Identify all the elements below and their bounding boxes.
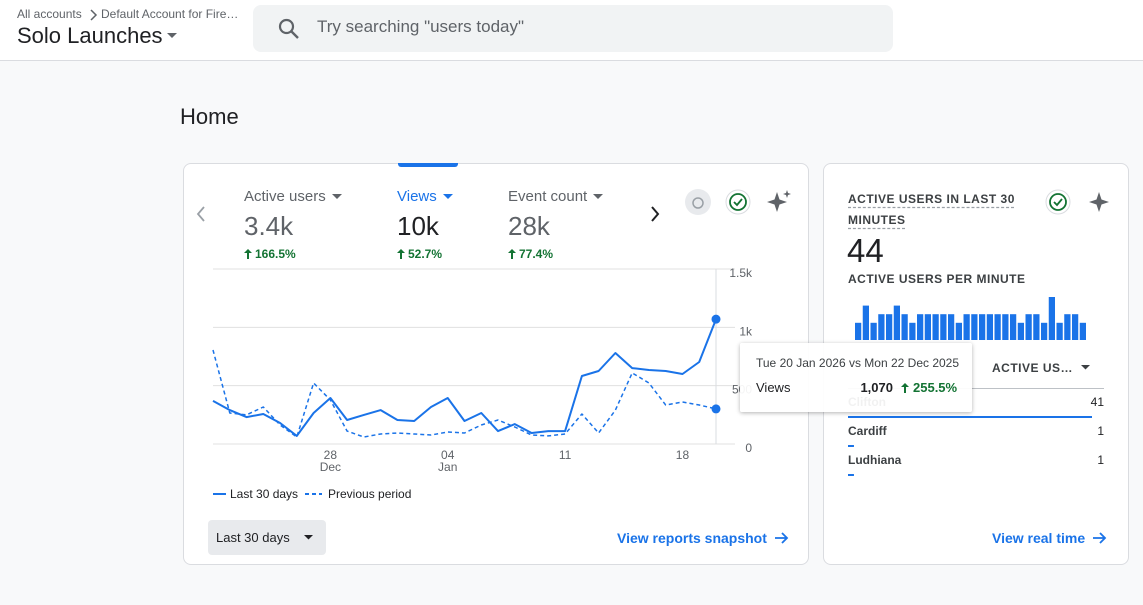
table-header[interactable]: ACTIVE US… (992, 361, 1091, 375)
selected-metric-indicator (398, 163, 458, 167)
metric-change: 166.5% (244, 247, 342, 261)
search-placeholder: Try searching "users today" (317, 17, 525, 36)
prev-metrics-button[interactable] (195, 205, 207, 223)
realtime-icons (1045, 189, 1109, 215)
metric[interactable]: Views 10k 52.7% (397, 188, 453, 261)
check (733, 198, 743, 207)
sparkle-icon[interactable] (1089, 192, 1109, 212)
metric-value: 3.4k (244, 211, 294, 241)
insight-badge[interactable] (685, 189, 711, 215)
column-header: ACTIVE US… (992, 361, 1074, 375)
view-realtime-link[interactable]: View real time (992, 530, 1107, 546)
metric-name: Views (397, 188, 453, 205)
link-label: View reports snapshot (617, 530, 767, 546)
up-arrow (397, 249, 405, 259)
city-name: Ludhiana (848, 453, 902, 467)
breadcrumb-account[interactable]: Default Account for Fire… (101, 7, 239, 21)
realtime-subtitle: ACTIVE USERS PER MINUTE (848, 272, 1026, 286)
metric-change: 52.7% (397, 247, 453, 261)
link-label: View real time (992, 530, 1086, 546)
metric-value: 28k (508, 211, 550, 241)
tooltip-change-value: 255.5% (913, 380, 958, 395)
tooltip-title: Tue 20 Jan 2026 vs Mon 22 Dec 2025 (756, 356, 960, 370)
tooltip-change: 255.5% (901, 380, 957, 395)
property-selector[interactable]: Solo Launches (17, 23, 177, 49)
tooltip-label: Views (756, 380, 791, 395)
search-icon (278, 18, 299, 39)
metric-change-value: 77.4% (519, 247, 554, 261)
page-title: Home (180, 104, 239, 129)
status-icon[interactable] (1045, 189, 1071, 215)
city-value: 1 (1097, 453, 1104, 467)
dropdown-icon (331, 193, 342, 199)
arrow-icon (774, 532, 789, 544)
card-icons (685, 189, 791, 215)
up-arrow (901, 382, 909, 393)
search-box[interactable]: Try searching "users today" (253, 5, 893, 52)
realtime-title: ACTIVE USERS IN LAST 30 MINUTES (848, 192, 1015, 227)
city-name: Cardiff (848, 424, 887, 438)
dropdown-icon (442, 193, 453, 199)
arrow-icon (1093, 532, 1107, 544)
metric-value: 10k (397, 211, 439, 241)
badge-icon (692, 197, 704, 209)
check-circle (729, 193, 747, 211)
up-arrow (508, 249, 516, 259)
dropdown-icon (593, 193, 604, 199)
dropdown-icon (166, 33, 177, 38)
dropdown-icon (304, 535, 313, 540)
breadcrumb-root[interactable]: All accounts (17, 7, 82, 21)
check-circle (1049, 193, 1067, 211)
breadcrumb-separator (90, 9, 98, 21)
realtime-value: 44 (847, 232, 884, 269)
property-name: Solo Launches (17, 23, 163, 48)
status-icon[interactable] (725, 189, 751, 215)
metric[interactable]: Active users 3.4k 166.5% (244, 188, 342, 261)
metric-label: Active users (244, 188, 326, 205)
check (1053, 198, 1063, 207)
next-metrics-button[interactable] (649, 205, 661, 223)
metric-name: Event count (508, 188, 604, 205)
metric-label: Event count (508, 188, 588, 205)
city-value: 1 (1097, 424, 1104, 438)
metric[interactable]: Event count 28k 77.4% (508, 188, 604, 261)
up-arrow (244, 249, 252, 259)
chart-tooltip: Tue 20 Jan 2026 vs Mon 22 Dec 2025 Views… (740, 343, 972, 412)
date-range-button[interactable]: Last 30 days (208, 520, 326, 555)
metric-label: Views (397, 188, 437, 205)
view-reports-link[interactable]: View reports snapshot (617, 530, 789, 546)
metric-name: Active users (244, 188, 342, 205)
metric-change-value: 52.7% (408, 247, 443, 261)
metric-change-value: 166.5% (255, 247, 296, 261)
sparkle-icon[interactable] (767, 192, 787, 212)
sparkle-small (783, 190, 791, 198)
table-rule (848, 388, 1104, 389)
metric-change: 77.4% (508, 247, 603, 261)
tooltip-value: 1,070 (860, 380, 893, 395)
date-range-label: Last 30 days (216, 530, 290, 545)
dropdown-icon (1081, 365, 1091, 370)
city-value: 41 (1090, 395, 1104, 409)
